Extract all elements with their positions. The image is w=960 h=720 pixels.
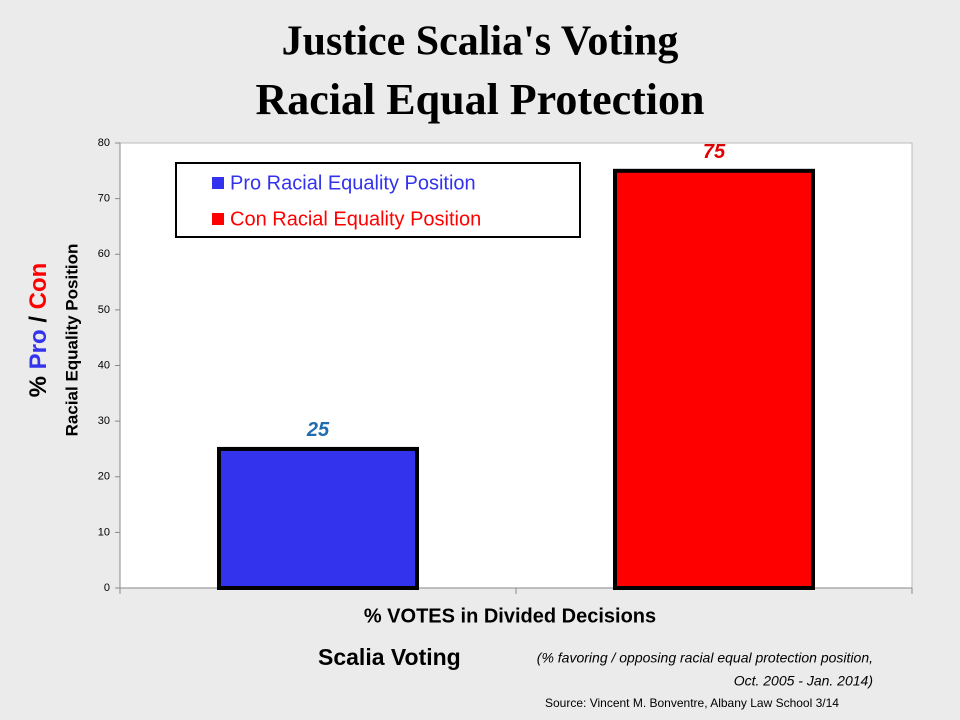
chart-title: Racial Equal Protection [256,75,705,124]
y-tick-label: 70 [98,193,110,205]
y-tick-label: 20 [98,471,110,483]
y-label-part: % [25,376,52,397]
legend-label: Con Racial Equality Position [230,208,481,230]
y-label-part: Con [25,263,52,310]
y-axis-label: Racial Equality Position [62,244,81,437]
bar [613,168,815,590]
bar [217,446,419,590]
y-label-part: / [25,316,52,323]
value-label: 25 [306,419,330,441]
y-tick-label: 10 [98,526,110,538]
y-tick-label: 40 [98,359,110,371]
legend-swatch [212,177,224,189]
legend-swatch [212,213,224,225]
y-tick-label: 30 [98,415,110,427]
y-label-part: Pro [25,329,52,369]
x-axis-label: % VOTES in Divided Decisions [364,605,656,627]
y-tick-label: 60 [98,248,110,260]
y-tick-label: 80 [98,137,110,149]
subtitle-note: (% favoring / opposing racial equal prot… [537,650,873,666]
legend-box [175,162,581,238]
legend-label: Pro Racial Equality Position [230,172,476,194]
subtitle: Scalia Voting [318,644,461,670]
source: Source: Vincent M. Bonventre, Albany Law… [545,696,839,710]
value-label: 75 [703,141,726,163]
subtitle-note: Oct. 2005 - Jan. 2014) [734,673,873,689]
y-tick-label: 0 [104,582,110,594]
chart-title: Justice Scalia's Voting [282,19,679,65]
y-axis-label: % Pro / Con [25,263,52,398]
y-tick-label: 50 [98,304,110,316]
